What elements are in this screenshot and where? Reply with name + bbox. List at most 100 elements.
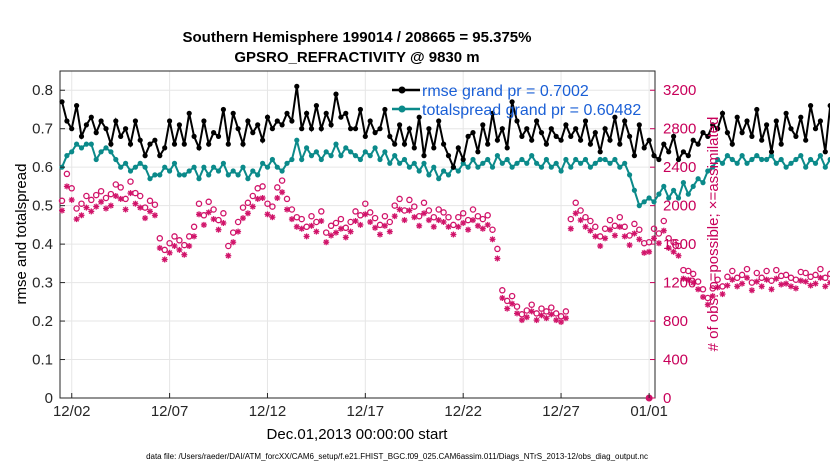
possible-obs-point: [719, 283, 726, 290]
totalspread-line: [61, 139, 830, 208]
possible-obs-point: [322, 229, 330, 236]
rmse-point: [264, 114, 271, 120]
possible-obs-point: [122, 195, 129, 203]
totalspread-point: [671, 187, 677, 193]
totalspread-point: [103, 145, 109, 151]
rmse-point: [98, 118, 104, 124]
possible-obs-point: [181, 241, 188, 249]
possible-obs-point: [166, 239, 173, 247]
rmse-point: [607, 137, 613, 143]
assimilated-obs-point: [636, 236, 643, 243]
assimilated-obs-point: [435, 217, 442, 224]
totalspread-point: [74, 141, 80, 147]
rmse-point: [675, 156, 682, 163]
assimilated-obs-point: [450, 231, 457, 238]
assimilated-obs-point: [191, 233, 198, 240]
rmse-point: [74, 103, 80, 109]
asterisk-stroke: [357, 222, 364, 228]
assimilated-obs-point: [88, 208, 95, 215]
assimilated-obs-point: [753, 278, 760, 285]
assimilated-obs-point: [719, 291, 726, 298]
possible-obs-point: [817, 265, 824, 273]
assimilated-obs-point: [602, 235, 609, 242]
possible-obs-point: [753, 269, 761, 277]
rmse-point: [260, 137, 266, 143]
asterisk-stroke: [73, 216, 80, 222]
possible-obs-point: [313, 218, 320, 226]
possible-obs-point: [239, 204, 247, 211]
rmse-point: [299, 126, 305, 132]
rmse-point: [284, 110, 290, 116]
possible-obs-point: [366, 209, 374, 216]
totalspread-point: [269, 156, 275, 163]
asterisk-stroke: [162, 256, 168, 263]
totalspread-point: [475, 164, 481, 170]
asterisk-stroke: [152, 212, 158, 218]
assimilated-obs-point: [342, 234, 349, 241]
rmse-point: [695, 141, 701, 147]
assimilated-obs-point: [215, 226, 222, 233]
totalspread-point: [318, 156, 324, 163]
assimilated-obs-point: [494, 255, 501, 262]
asterisk-stroke: [514, 310, 520, 317]
possible-obs-point: [381, 212, 389, 220]
assimilated-obs-point: [812, 280, 819, 287]
x-axis-label: Dec.01,2013 00:00:00 start: [267, 426, 449, 443]
asterisk-stroke: [323, 239, 329, 245]
totalspread-point: [529, 153, 535, 159]
assimilated-obs-point: [137, 204, 144, 211]
rmse-point: [783, 110, 789, 116]
asterisk-stroke: [646, 249, 652, 255]
asterisk-stroke: [759, 283, 765, 290]
rmse-point: [822, 149, 828, 155]
assimilated-obs-point: [68, 196, 75, 203]
assimilated-obs-point: [792, 285, 799, 292]
asterisk-stroke: [201, 222, 207, 228]
asterisk-stroke: [568, 226, 574, 232]
totalspread-point: [509, 164, 515, 170]
rmse-point: [108, 141, 114, 147]
totalspread-point: [255, 172, 261, 178]
totalspread-point: [401, 156, 408, 163]
totalspread-point: [494, 153, 500, 159]
rmse-point: [568, 133, 574, 139]
totalspread-point: [181, 172, 187, 178]
totalspread-point: [323, 149, 329, 155]
totalspread-point: [83, 141, 89, 147]
asterisk-stroke: [93, 203, 99, 210]
rmse-point: [519, 133, 525, 139]
possible-obs-point: [826, 270, 830, 278]
totalspread-point: [260, 160, 266, 166]
rmse-point: [485, 141, 491, 147]
rmse-point: [289, 118, 295, 124]
totalspread-point: [372, 145, 378, 151]
asterisk-stroke: [113, 193, 119, 199]
totalspread-point: [666, 195, 672, 201]
rmse-point: [387, 133, 393, 139]
possible-obs-point: [190, 223, 198, 231]
asterisk-stroke: [426, 217, 432, 223]
assimilated-obs-point: [445, 223, 452, 230]
asterisk-stroke: [714, 284, 721, 291]
rmse-point: [729, 141, 735, 147]
asterisk-stroke: [602, 235, 608, 241]
possible-obs-point: [724, 273, 731, 281]
rmse-point: [719, 110, 726, 116]
asterisk-stroke: [299, 226, 305, 232]
possible-obs-point: [107, 190, 115, 198]
possible-obs-point: [758, 274, 765, 282]
asterisk-stroke: [411, 214, 417, 220]
asterisk-stroke: [347, 228, 354, 235]
possible-obs-point: [709, 285, 716, 292]
left-tick-label: 0.8: [32, 82, 53, 99]
assimilated-obs-point: [577, 217, 584, 224]
rmse-point: [416, 114, 422, 120]
asterisk-stroke: [651, 235, 657, 241]
rmse-point: [793, 133, 799, 139]
assimilated-obs-point: [225, 252, 232, 259]
possible-obs-point: [812, 271, 819, 279]
possible-obs-point: [102, 194, 110, 202]
asterisk-stroke: [436, 217, 442, 223]
asterisk-stroke: [352, 218, 359, 224]
